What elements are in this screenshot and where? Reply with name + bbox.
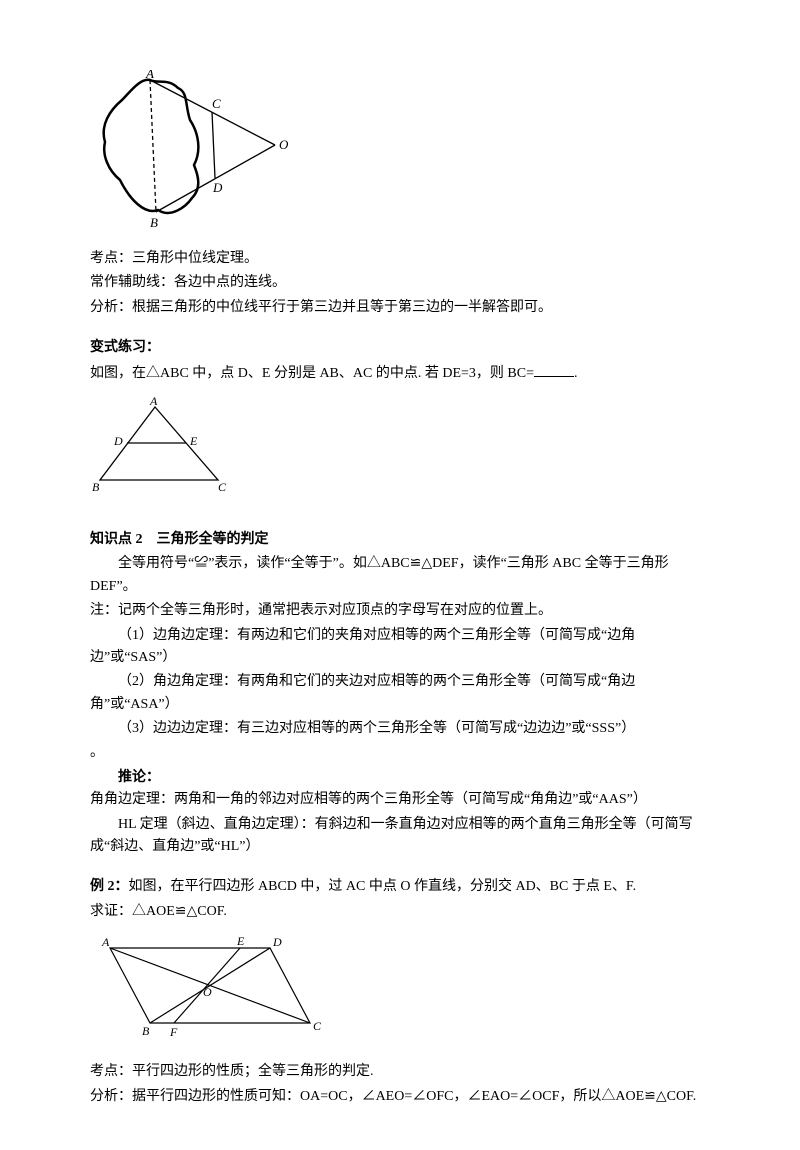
figure-1-label-o: O bbox=[279, 137, 289, 152]
figure-2-label-b: B bbox=[92, 480, 100, 494]
li2-title: 例 2：如图，在平行四边形 ABCD 中，过 AC 中点 O 作直线，分别交 A… bbox=[90, 876, 710, 898]
bianshi-text-b: . bbox=[574, 366, 578, 381]
figure-1-label-d: D bbox=[212, 180, 223, 195]
figure-3-label-b: B bbox=[142, 1024, 150, 1038]
figure-3: A D C B E F O bbox=[90, 933, 710, 1043]
li2-title-a: 例 2： bbox=[90, 879, 129, 894]
figure-2: A B C D E bbox=[90, 395, 710, 495]
zhishi2-p2: 注：记两个全等三角形时，通常把表示对应顶点的字母写在对应的位置上。 bbox=[90, 600, 710, 622]
bianshi-line: 如图，在△ABC 中，点 D、E 分别是 AB、AC 的中点. 若 DE=3，则… bbox=[90, 362, 710, 385]
figure-1-label-c: C bbox=[212, 96, 221, 111]
blank-fill[interactable] bbox=[534, 362, 574, 377]
figure-2-svg: A B C D E bbox=[90, 395, 240, 495]
zhishi2-p7: HL 定理（斜边、直角边定理）：有斜边和一条直角边对应相等的两个直角三角形全等（… bbox=[90, 814, 710, 859]
li2-fenxi: 分析：据平行四边形的性质可知：OA=OC，∠AEO=∠OFC，∠EAO=∠OCF… bbox=[90, 1086, 710, 1108]
figure-3-label-d: D bbox=[272, 935, 282, 949]
text-fenxi-1: 分析：根据三角形的中位线平行于第三边并且等于第三边的一半解答即可。 bbox=[90, 297, 710, 319]
page: A B C D O 考点：三角形中位线定理。 常作辅助线：各边中点的连线。 分析… bbox=[0, 0, 800, 1150]
li2-kaodian: 考点：平行四边形的性质；全等三角形的判定. bbox=[90, 1061, 710, 1083]
zhishi2-p6: 推论： 角角边定理：两角和一角的邻边对应相等的两个三角形全等（可简写成“角角边”或… bbox=[90, 767, 710, 812]
zhishi2-p6b: 角角边定理：两角和一角的邻边对应相等的两个三角形全等（可简写成“角角边”或“AA… bbox=[90, 792, 647, 807]
bianshi-title: 变式练习： bbox=[90, 337, 710, 359]
figure-3-label-f: F bbox=[169, 1025, 178, 1039]
figure-3-svg: A D C B E F O bbox=[90, 933, 330, 1043]
zhishi2-title: 知识点 2 三角形全等的判定 bbox=[90, 529, 710, 551]
text-fuzhu-1: 常作辅助线：各边中点的连线。 bbox=[90, 272, 710, 294]
figure-2-label-d: D bbox=[113, 434, 123, 448]
figure-1-svg: A B C D O bbox=[90, 70, 290, 230]
zhishi2-p5-tail: 。 bbox=[90, 742, 710, 764]
figure-3-label-o: O bbox=[203, 985, 212, 999]
figure-1-label-a: A bbox=[145, 70, 154, 81]
text-kaodian-1: 考点：三角形中位线定理。 bbox=[90, 248, 710, 270]
figure-2-label-a: A bbox=[149, 395, 158, 408]
figure-1-blob bbox=[104, 80, 199, 213]
zhishi2-p6a: 推论： bbox=[118, 770, 160, 785]
figure-3-label-c: C bbox=[313, 1019, 322, 1033]
zhishi2-p5: （3）边边边定理：有三边对应相等的两个三角形全等（可简写成“边边边”或“SSS”… bbox=[90, 718, 710, 740]
li2-qiuzheng: 求证：△AOE≌△COF. bbox=[90, 901, 710, 923]
zhishi2-p1: 全等用符号“≌”表示，读作“全等于”。如△ABC≌△DEF，读作“三角形 ABC… bbox=[90, 553, 710, 598]
figure-1-line-cd bbox=[212, 112, 215, 178]
zhishi2-p4: （2）角边角定理：有两角和它们的夹边对应相等的两个三角形全等（可简写成“角边角”… bbox=[90, 671, 710, 716]
bianshi-text-a: 如图，在△ABC 中，点 D、E 分别是 AB、AC 的中点. 若 DE=3，则… bbox=[90, 366, 534, 381]
figure-2-label-e: E bbox=[189, 434, 198, 448]
figure-1: A B C D O bbox=[90, 70, 710, 230]
figure-3-label-a: A bbox=[101, 935, 110, 949]
zhishi2-p3: （1）边角边定理：有两边和它们的夹角对应相等的两个三角形全等（可简写成“边角边”… bbox=[90, 625, 710, 670]
li2-title-b: 如图，在平行四边形 ABCD 中，过 AC 中点 O 作直线，分别交 AD、BC… bbox=[129, 879, 637, 894]
figure-3-label-e: E bbox=[236, 934, 245, 948]
figure-1-label-b: B bbox=[150, 215, 158, 230]
figure-2-label-c: C bbox=[218, 480, 227, 494]
